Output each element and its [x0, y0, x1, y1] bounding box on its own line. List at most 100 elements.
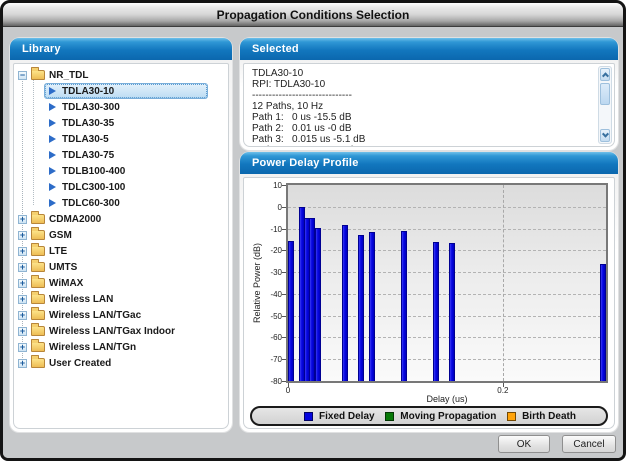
tree-folder-lte[interactable]: + LTE [18, 243, 228, 259]
tree-folder-wireless-lan-tgax-indoor[interactable]: + Wireless LAN/TGax Indoor [18, 323, 228, 339]
expand-icon[interactable]: + [18, 261, 27, 272]
tree-item-tdla30-300[interactable]: TDLA30-300 [18, 99, 228, 115]
scrollbar-thumb[interactable] [600, 83, 610, 105]
folder-icon [31, 275, 45, 288]
tree-folder-umts[interactable]: + UMTS [18, 259, 228, 275]
expand-icon[interactable]: + [18, 213, 27, 224]
tree-folder-user-created[interactable]: + User Created [18, 355, 228, 371]
tree-folder-nr-tdl[interactable]: − NR_TDL [18, 67, 228, 83]
tree-item-tdlc300-100[interactable]: TDLC300-100 [18, 179, 228, 195]
dialog-titlebar[interactable]: Propagation Conditions Selection [3, 3, 623, 27]
tree-item-label: TDLB100-400 [62, 166, 126, 177]
tree-item-tdlc60-300[interactable]: TDLC60-300 [18, 195, 228, 211]
library-panel: Library − NR_TDL TDLA30-10 TDLA30-300 TDLA30… [10, 38, 232, 432]
tree-item-label: TDLC300-100 [62, 182, 126, 193]
y-tick-mark [282, 337, 286, 339]
collapse-icon[interactable]: − [18, 69, 27, 80]
expand-icon[interactable]: + [18, 341, 27, 352]
tree-folder-wireless-lan-tgac[interactable]: + Wireless LAN/TGac [18, 307, 228, 323]
expand-icon[interactable]: + [18, 357, 27, 368]
x-tick-mark [288, 383, 289, 387]
y-tick-label: -20 [270, 246, 282, 256]
tree-item-content[interactable]: TDLA30-35 [44, 115, 119, 131]
tree-folder-wimax[interactable]: + WiMAX [18, 275, 228, 291]
power-delay-chart: Relative Power (dB) Delay (us) Fixed Del… [244, 178, 614, 428]
y-tick-label: 10 [273, 181, 282, 190]
expand-icon[interactable]: + [18, 229, 27, 240]
tree-folder-gsm[interactable]: + GSM [18, 227, 228, 243]
tree-item-label: TDLA30-75 [62, 150, 115, 161]
tree-folder-wireless-lan[interactable]: + Wireless LAN [18, 291, 228, 307]
ok-button[interactable]: OK [498, 435, 550, 453]
tree-folder-label: Wireless LAN [49, 294, 114, 305]
folder-icon [31, 307, 45, 320]
legend-swatch-icon [507, 411, 517, 421]
folder-icon [31, 323, 45, 336]
leaf-arrow-icon [49, 183, 56, 191]
tree-item-content[interactable]: TDLC60-300 [44, 195, 125, 211]
library-tree: − NR_TDL TDLA30-10 TDLA30-300 TDLA30-35 TDLA3… [14, 64, 228, 371]
tree-folder-label: Wireless LAN/TGn [49, 342, 137, 353]
tree-item-selected-highlight[interactable]: TDLA30-10 [44, 83, 208, 99]
scroll-up-button[interactable] [600, 68, 610, 81]
tree-item-tdla30-35[interactable]: TDLA30-35 [18, 115, 228, 131]
y-tick-label: 0 [277, 202, 282, 212]
y-tick-mark [282, 381, 286, 382]
pdp-panel-header: Power Delay Profile [240, 152, 618, 174]
tree-folder-cdma2000[interactable]: + CDMA2000 [18, 211, 228, 227]
tree-item-label: TDLA30-300 [62, 102, 120, 113]
pdp-panel-body: Relative Power (dB) Delay (us) Fixed Del… [240, 174, 618, 432]
tree-item-content[interactable]: TDLB100-400 [44, 163, 130, 179]
x-tick-label: 0.2 [497, 386, 509, 395]
tree-item-tdlb100-400[interactable]: TDLB100-400 [18, 163, 228, 179]
chart-x-axis-label: Delay (us) [426, 394, 468, 404]
delay-bar [599, 263, 606, 381]
tree-folder-label: Wireless LAN/TGax Indoor [49, 326, 176, 337]
tree-item-tdla30-10[interactable]: TDLA30-10 [18, 83, 228, 99]
y-tick-mark [282, 228, 286, 230]
tree-item-content[interactable]: TDLA30-5 [44, 131, 114, 147]
delay-bar [433, 242, 440, 381]
delay-bar [400, 230, 407, 381]
expand-icon[interactable]: + [18, 245, 27, 256]
tree-item-content[interactable]: TDLA30-75 [44, 147, 119, 163]
expand-icon[interactable]: + [18, 277, 27, 288]
selected-panel-title: Selected [252, 43, 299, 55]
selected-panel: Selected TDLA30-10 RPI: TDLA30-10 --------… [240, 38, 618, 150]
gridline-horizontal [288, 228, 606, 230]
y-tick-mark [282, 293, 286, 295]
cancel-button-label: Cancel [573, 438, 605, 450]
gridline-horizontal [288, 272, 606, 274]
tree-folder-label: NR_TDL [49, 70, 89, 81]
y-tick-mark [282, 250, 286, 252]
expand-icon[interactable]: + [18, 325, 27, 336]
tree-item-content[interactable]: TDLC300-100 [44, 179, 130, 195]
folder-icon [31, 243, 45, 256]
selected-text-line: Path 2: 0.01 us -0 dB [252, 123, 352, 134]
legend-item-fixed-delay: Fixed Delay [304, 411, 375, 422]
selected-text-line: Path 1: 0 us -15.5 dB [252, 112, 352, 123]
tree-item-content[interactable]: TDLA30-300 [44, 99, 125, 115]
power-delay-profile-panel: Power Delay Profile Relative Power (dB) … [240, 152, 618, 432]
cancel-button[interactable]: Cancel [562, 435, 616, 453]
y-tick-mark [282, 315, 286, 317]
selected-text-line: RPI: TDLA30-10 [252, 79, 326, 90]
expand-icon[interactable]: + [18, 309, 27, 320]
gridline-horizontal [288, 315, 606, 317]
tree-folder-wireless-lan-tgn[interactable]: + Wireless LAN/TGn [18, 339, 228, 355]
tree-item-tdla30-5[interactable]: TDLA30-5 [18, 131, 228, 147]
expand-icon[interactable]: + [18, 293, 27, 304]
delay-bar [288, 240, 294, 381]
delay-bar [368, 231, 375, 381]
dialog-title: Propagation Conditions Selection [216, 7, 410, 22]
chart-legend: Fixed Delay Moving Propagation Birth Death [250, 406, 608, 426]
gridline-horizontal [288, 206, 606, 208]
tree-item-tdla30-75[interactable]: TDLA30-75 [18, 147, 228, 163]
selected-text-line: 12 Paths, 10 Hz [252, 101, 324, 112]
legend-item-label: Moving Propagation [400, 410, 497, 422]
scroll-down-button[interactable] [600, 129, 610, 142]
tree-item-label: TDLA30-35 [62, 118, 115, 129]
selected-text-container: TDLA30-10 RPI: TDLA30-10 -----------------… [243, 63, 615, 147]
legend-swatch-icon [385, 411, 395, 421]
selected-scrollbar[interactable] [598, 66, 612, 144]
